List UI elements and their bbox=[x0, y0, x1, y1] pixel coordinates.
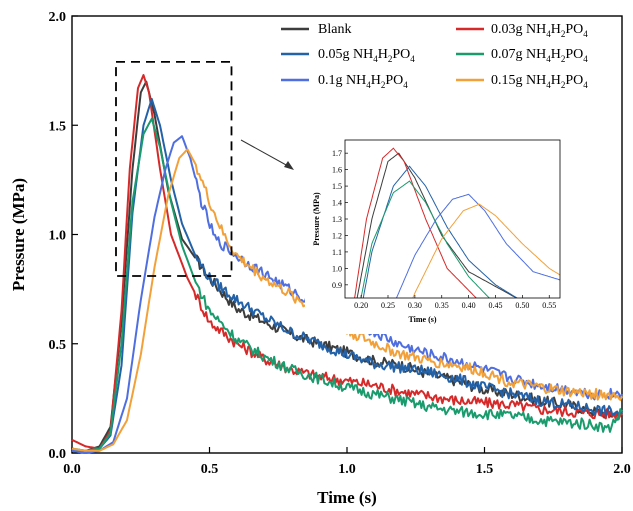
legend-subscript: 4 bbox=[583, 54, 588, 64]
legend-text: H bbox=[378, 47, 388, 62]
inset-y-tick-label: 1.7 bbox=[332, 149, 342, 158]
inset-y-tick-label: 0.9 bbox=[332, 281, 342, 290]
legend-text: Blank bbox=[318, 22, 351, 37]
inset-x-tick-label: 0.25 bbox=[381, 301, 395, 310]
inset-y-axis-title: Pressure (MPa) bbox=[312, 192, 321, 246]
inset-chart: 0.20 0.25 0.30 0.35 0.40 0.45 0.50 0.55 0.9 1.0 1.… bbox=[305, 136, 568, 334]
y-tick-label: 1.5 bbox=[49, 119, 67, 134]
legend-text: H bbox=[371, 73, 381, 88]
legend-subscript: 4 bbox=[546, 29, 551, 39]
x-tick-label: 1.0 bbox=[338, 462, 356, 477]
inset-series-line-5 bbox=[412, 203, 560, 298]
x-axis-title: Time (s) bbox=[317, 488, 377, 507]
y-tick-label: 0.0 bbox=[49, 447, 67, 462]
legend-subscript: 4 bbox=[546, 54, 551, 64]
legend-subscript: 2 bbox=[561, 54, 566, 64]
inset-x-axis-title: Time (s) bbox=[408, 315, 436, 324]
zoom-region bbox=[115, 60, 294, 277]
x-tick-label: 1.5 bbox=[476, 462, 494, 477]
legend-subscript: 2 bbox=[561, 29, 566, 39]
legend-subscript: 4 bbox=[583, 80, 588, 90]
zoom-arrow-shaft bbox=[240, 139, 289, 167]
legend-label: 0.03g NH4H2PO4 bbox=[491, 22, 588, 39]
legend-text: PO bbox=[565, 47, 583, 62]
inset-x-tick-label: 0.40 bbox=[462, 301, 476, 310]
inset-x-tick-label: 0.35 bbox=[435, 301, 449, 310]
legend-text: 0.05g NH bbox=[318, 47, 373, 62]
legend-label: 0.15g NH4H2PO4 bbox=[491, 73, 588, 90]
legend-label: 0.1g NH4H2PO4 bbox=[318, 73, 408, 90]
inset-series-line-4 bbox=[395, 193, 560, 298]
legend-text: PO bbox=[385, 73, 403, 88]
inset-y-tick-label: 1.1 bbox=[332, 248, 342, 257]
inset-y-tick-label: 1.4 bbox=[332, 199, 342, 208]
legend-label: Blank bbox=[318, 22, 351, 37]
legend-subscript: 2 bbox=[381, 80, 386, 90]
inset-x-tick-label: 0.45 bbox=[489, 301, 503, 310]
legend-subscript: 4 bbox=[410, 54, 415, 64]
legend-subscript: 4 bbox=[583, 29, 588, 39]
x-tick-label: 0.5 bbox=[201, 462, 219, 477]
legend-text: H bbox=[551, 47, 561, 62]
legend-text: 0.1g NH bbox=[318, 73, 366, 88]
legend-text: PO bbox=[392, 47, 410, 62]
legend-subscript: 2 bbox=[388, 54, 393, 64]
legend-subscript: 4 bbox=[373, 54, 378, 64]
inset-series-group bbox=[354, 147, 560, 298]
inset-y-tick-label: 1.5 bbox=[332, 182, 342, 191]
inset-y-tick-label: 1.0 bbox=[332, 264, 342, 273]
legend-text: PO bbox=[565, 22, 583, 37]
series-line-1 bbox=[71, 74, 623, 450]
inset-y-tick-label: 1.3 bbox=[332, 215, 342, 224]
inset-x-tick-label: 0.50 bbox=[515, 301, 529, 310]
inset-y-tick-label: 1.6 bbox=[332, 166, 342, 175]
y-tick-label: 1.0 bbox=[49, 229, 67, 244]
legend-subscript: 4 bbox=[366, 80, 371, 90]
inset-x-tick-label: 0.30 bbox=[408, 301, 422, 310]
x-tick-label: 2.0 bbox=[613, 462, 631, 477]
inset-y-tick-label: 1.2 bbox=[332, 231, 342, 240]
inset-series-line-3 bbox=[360, 180, 490, 298]
legend-text: 0.07g NH bbox=[491, 47, 546, 62]
inset-series-line-0 bbox=[356, 152, 518, 298]
legend-text: H bbox=[551, 22, 561, 37]
legend-label: 0.07g NH4H2PO4 bbox=[491, 47, 588, 64]
main-axes: 0.0 0.5 1.0 1.5 2.0 0.0 0.5 1.0 1.5 2.0 bbox=[49, 10, 631, 477]
legend-text: 0.15g NH bbox=[491, 73, 546, 88]
inset-series-line-2 bbox=[362, 165, 518, 298]
inset-x-tick-label: 0.20 bbox=[354, 301, 368, 310]
zoom-arrow-head bbox=[284, 161, 294, 170]
inset-series-line-1 bbox=[354, 147, 477, 298]
x-tick-label: 0.0 bbox=[63, 462, 81, 477]
legend-text: H bbox=[551, 73, 561, 88]
legend-text: 0.03g NH bbox=[491, 22, 546, 37]
legend-label: 0.05g NH4H2PO4 bbox=[318, 47, 415, 64]
y-tick-label: 0.5 bbox=[49, 338, 67, 353]
legend-text: PO bbox=[565, 73, 583, 88]
y-tick-label: 2.0 bbox=[49, 10, 67, 25]
legend-subscript: 4 bbox=[403, 80, 408, 90]
series-line-2 bbox=[71, 98, 623, 454]
inset-x-tick-label: 0.55 bbox=[542, 301, 556, 310]
legend-subscript: 2 bbox=[561, 80, 566, 90]
legend-subscript: 4 bbox=[546, 80, 551, 90]
inset-background bbox=[305, 136, 568, 334]
series-line-3 bbox=[71, 117, 623, 452]
y-axis-title: Pressure (MPa) bbox=[9, 178, 28, 291]
